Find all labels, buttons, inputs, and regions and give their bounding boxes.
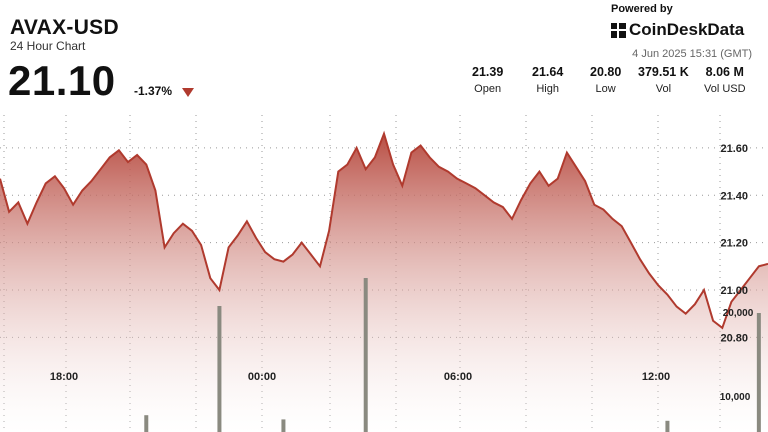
volume-bar <box>363 278 368 432</box>
price-change: -1.37% <box>134 84 173 98</box>
stat-label: Vol USD <box>704 83 746 95</box>
stat-label: Low <box>595 83 616 95</box>
volume-bar <box>144 415 149 432</box>
stat-label: High <box>536 83 559 95</box>
x-axis-ticks: 18:00 00:00 06:00 12:00 <box>50 371 670 383</box>
stat-volume: 379.51 K Vol <box>638 65 689 95</box>
powered-by-label: Powered by <box>611 3 673 15</box>
volume-bars <box>144 278 761 432</box>
stat-low: 20.80 Low <box>590 65 621 95</box>
volume-bar <box>665 420 670 432</box>
volume-tick-label: 10,000 <box>720 392 751 403</box>
stat-value: 379.51 K <box>638 65 689 79</box>
volume-bar <box>217 306 222 432</box>
stat-label: Vol <box>655 83 672 95</box>
x-tick-label: 06:00 <box>444 371 472 383</box>
coindesk-logo-icon <box>611 22 626 38</box>
volume-tick-label: 20,000 <box>723 308 754 319</box>
down-arrow-icon <box>182 88 194 97</box>
stat-value: 21.64 <box>532 65 564 79</box>
stat-volume-usd: 8.06 M Vol USD <box>704 65 746 95</box>
price-line <box>0 130 768 330</box>
brand-logo[interactable]: CoinDeskData <box>611 20 744 40</box>
y-tick-label: 21.00 <box>720 285 748 297</box>
volume-bar <box>281 419 286 432</box>
stat-open: 21.39 Open <box>472 65 503 95</box>
x-tick-label: 12:00 <box>642 371 670 383</box>
y-tick-label: 21.20 <box>720 238 748 250</box>
current-price: 21.10 <box>8 57 116 104</box>
y-tick-label: 21.60 <box>720 143 748 155</box>
y-tick-label: 21.40 <box>720 190 748 202</box>
volume-bar <box>756 313 761 432</box>
stat-high: 21.64 High <box>532 65 563 95</box>
stat-value: 20.80 <box>590 65 622 79</box>
x-tick-label: 00:00 <box>248 371 276 383</box>
chart-subtitle: 24 Hour Chart <box>10 39 86 53</box>
y-axis-ticks: 21.60 21.40 21.20 21.00 20.80 <box>720 143 748 344</box>
price-area <box>0 133 768 432</box>
stat-value: 8.06 M <box>705 65 744 79</box>
x-tick-label: 18:00 <box>50 371 78 383</box>
timestamp: 4 Jun 2025 15:31 (GMT) <box>632 48 752 60</box>
y-tick-label: 20.80 <box>720 332 748 344</box>
brand-name: CoinDeskData <box>629 20 745 39</box>
stat-label: Open <box>474 83 502 95</box>
asset-title: AVAX-USD <box>10 16 119 39</box>
stat-value: 21.39 <box>472 65 504 79</box>
